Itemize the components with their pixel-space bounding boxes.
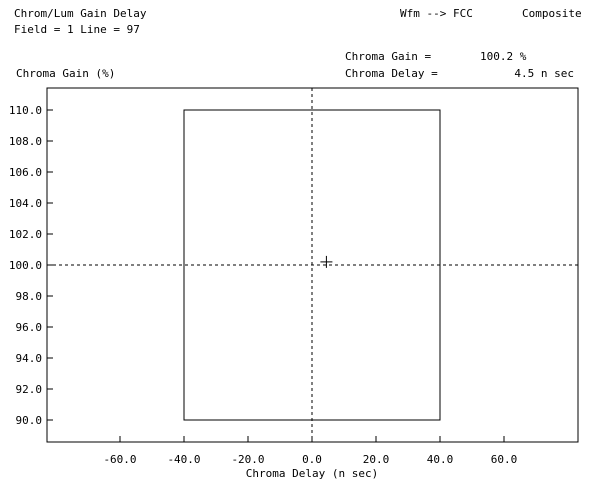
y-tick-label: 102.0 [9,228,42,241]
y-tick-label: 106.0 [9,166,42,179]
x-tick-label: 20.0 [363,453,390,466]
x-tick-label: -60.0 [103,453,136,466]
x-tick-label: 60.0 [491,453,518,466]
chroma-delay-value: 4.5 n sec [514,67,574,80]
mode-label: Wfm --> FCC [400,7,473,20]
y-tick-label: 94.0 [16,352,43,365]
plot-marks [47,88,578,442]
y-tick-label: 92.0 [16,383,43,396]
x-tick-label: -40.0 [167,453,200,466]
chroma-gain-label: Chroma Gain = [345,50,431,63]
y-tick-label: 110.0 [9,104,42,117]
tolerance-limit-box [183,109,441,421]
y-axis-label: Chroma Gain (%) [16,67,115,80]
field-line-readout: Field = 1 Line = 97 [14,23,140,36]
y-tick-label: 98.0 [16,290,43,303]
y-axis-ticks: 110.0 108.0 106.0 104.0 102.0 100.0 98.0 96.0 94… [9,104,53,427]
x-tick-label: -20.0 [231,453,264,466]
x-tick-label: 0.0 [302,453,322,466]
y-tick-label: 108.0 [9,135,42,148]
signal-label: Composite [522,7,582,20]
y-tick-label: 90.0 [16,414,43,427]
x-axis-ticks: -60.0 -40.0 -20.0 0.0 20.0 40.0 60.0 [103,436,517,466]
x-axis-label: Chroma Delay (n sec) [246,467,378,480]
x-tick-label: 40.0 [427,453,454,466]
measurement-point-marker [320,255,333,268]
chroma-delay-label: Chroma Delay = [345,67,438,80]
screen-title: Chrom/Lum Gain Delay [14,7,147,20]
chroma-gain-value: 100.2 % [480,50,527,63]
y-tick-label: 100.0 [9,259,42,272]
y-tick-label: 104.0 [9,197,42,210]
y-tick-label: 96.0 [16,321,43,334]
